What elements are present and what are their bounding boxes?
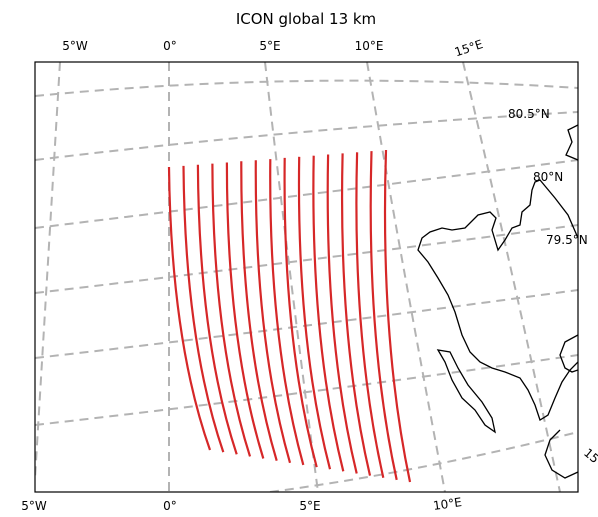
map-title: ICON global 13 km xyxy=(236,10,376,28)
lon-label-bottom-10e: 10°E xyxy=(432,495,463,513)
parallel-79n xyxy=(35,289,578,359)
parallel-78-5n xyxy=(35,354,578,426)
lon-label-bottom-5e: 5°E xyxy=(299,499,320,513)
lon-label-top-5e: 5°E xyxy=(259,39,280,53)
track-line-2 xyxy=(182,165,225,453)
track-line-12 xyxy=(326,154,358,474)
track-line-1 xyxy=(167,166,212,451)
island-main xyxy=(417,179,578,421)
lon-label-top-10e: 10°E xyxy=(355,39,384,53)
track-group xyxy=(167,149,412,483)
track-line-8 xyxy=(269,159,305,466)
map-frame xyxy=(34,61,579,493)
island-se xyxy=(544,429,578,479)
meridian-15e xyxy=(462,62,561,492)
lat-label-80-5n: 80.5°N xyxy=(508,107,550,121)
lat-label-79-5n: 79.5°N xyxy=(546,233,588,247)
track-line-16 xyxy=(383,149,412,483)
lon-label-top-0: 0° xyxy=(163,39,177,53)
track-line-3 xyxy=(196,164,238,455)
parallel-80-5n xyxy=(35,111,578,161)
island-north xyxy=(565,124,578,161)
lon-label-bottom-0: 0° xyxy=(163,499,177,513)
track-line-10 xyxy=(297,156,332,470)
graticule xyxy=(35,62,578,492)
meridian-10e xyxy=(366,62,446,492)
coastline xyxy=(417,124,578,479)
track-line-6 xyxy=(240,161,278,462)
parallel-80n xyxy=(35,159,578,229)
track-line-11 xyxy=(312,155,345,472)
track-line-7 xyxy=(254,160,292,464)
lon-label-top-15e: 15°E xyxy=(453,37,485,59)
track-line-5 xyxy=(225,162,265,459)
meridian-5e xyxy=(264,62,319,492)
parallel-78n xyxy=(269,431,578,492)
island-south xyxy=(436,349,496,434)
lon-label-top-5w: 5°W xyxy=(62,39,88,53)
meridian-5w xyxy=(35,62,61,479)
lat-label-80n: 80°N xyxy=(533,170,563,184)
island-east xyxy=(559,334,578,373)
parallel-79-5n xyxy=(35,224,578,294)
track-line-14 xyxy=(355,152,385,478)
parallel-80-75n xyxy=(35,79,578,97)
track-line-9 xyxy=(283,157,318,468)
lon-label-bottom-5w: 5°W xyxy=(21,499,47,513)
track-line-4 xyxy=(211,163,252,457)
track-line-15 xyxy=(369,151,398,481)
track-line-13 xyxy=(340,153,372,476)
lat-label-clipped: 15 xyxy=(581,446,598,467)
